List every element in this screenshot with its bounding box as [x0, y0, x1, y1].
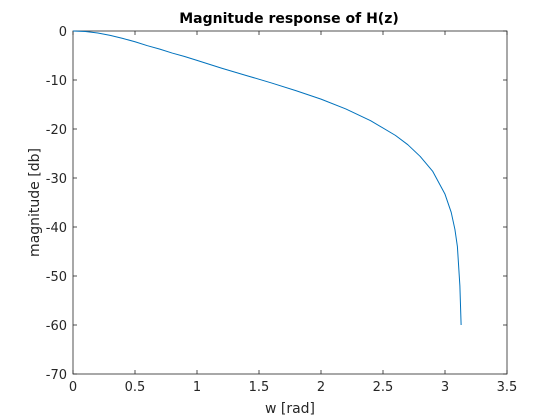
x-axis-label: w [rad] — [265, 401, 315, 417]
series-line-1 — [72, 30, 462, 326]
x-tick-label: 0.5 — [125, 380, 146, 395]
chart-title: Magnitude response of H(z) — [179, 11, 399, 27]
x-tick-label: 2 — [317, 380, 325, 395]
x-tick-label: 2.5 — [373, 380, 394, 395]
x-axis-ticks: 0 0.5 1 1.5 2 2.5 3 3.5 — [69, 31, 517, 395]
x-tick-label: 1 — [193, 380, 201, 395]
y-axis-ticks: 0 -10 -20 -30 -40 -50 -60 -70 — [46, 25, 507, 383]
y-tick-label: -70 — [46, 368, 67, 383]
y-tick-label: -60 — [46, 319, 67, 334]
x-tick-label: 1.5 — [249, 380, 270, 395]
x-tick-label: 3 — [441, 380, 449, 395]
y-tick-label: 0 — [59, 25, 67, 40]
y-tick-label: -20 — [46, 123, 67, 138]
x-tick-label: 3.5 — [497, 380, 518, 395]
y-axis-label: magnitude [db] — [27, 148, 43, 257]
y-tick-label: -10 — [46, 74, 67, 89]
y-tick-label: -40 — [46, 221, 67, 236]
axes-box — [72, 30, 508, 375]
x-tick-label: 0 — [69, 380, 77, 395]
y-tick-label: -50 — [46, 270, 67, 285]
y-tick-label: -30 — [46, 172, 67, 187]
series-layer — [72, 30, 462, 326]
